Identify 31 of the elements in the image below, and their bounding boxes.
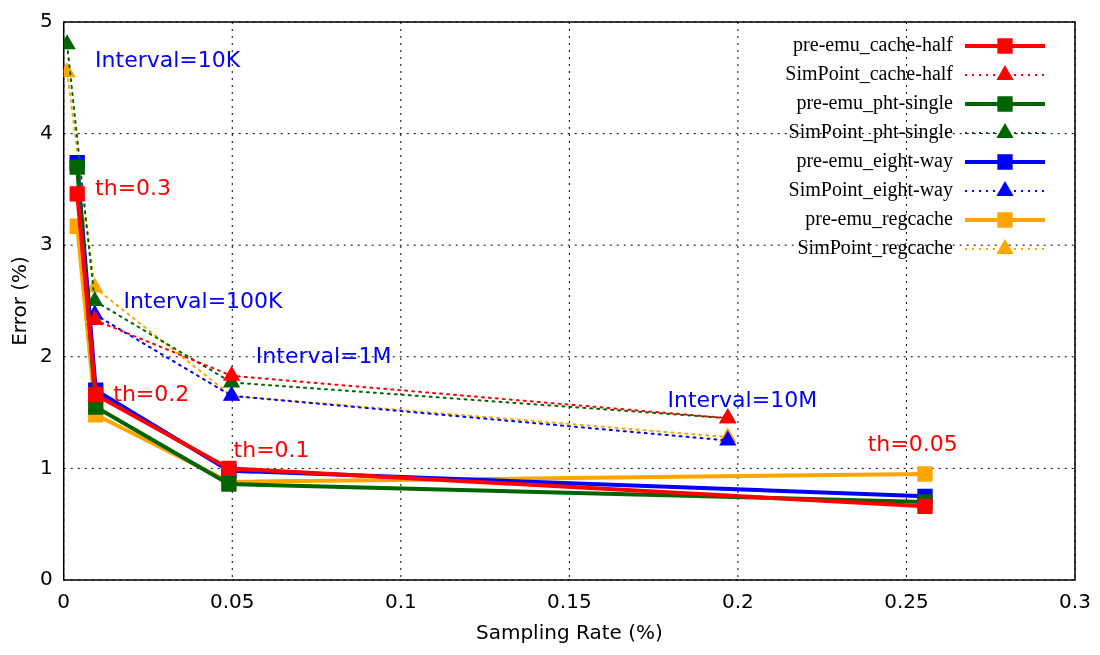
annotation: th=0.2 xyxy=(113,381,190,407)
x-tick-label: 0.05 xyxy=(210,589,255,614)
y-tick-label: 2 xyxy=(39,343,53,367)
legend-label: pre-emu_eight-way xyxy=(796,149,953,173)
annotation: Interval=10M xyxy=(667,387,818,413)
y-tick-label: 3 xyxy=(39,231,53,256)
legend-label: SimPoint_regcache xyxy=(797,236,954,260)
legend-label: SimPoint_pht-single xyxy=(788,120,954,144)
x-tick-label: 0.15 xyxy=(547,589,592,614)
legend-label: SimPoint_cache-half xyxy=(785,62,954,85)
annotation: Interval=100K xyxy=(123,287,284,313)
annotation: th=0.3 xyxy=(95,175,172,201)
x-tick-label: 0.1 xyxy=(384,589,417,614)
y-tick-label: 0 xyxy=(39,566,53,591)
y-axis-title: Error (%) xyxy=(7,256,32,346)
annotation: th=0.1 xyxy=(233,437,310,463)
annotation: th=0.05 xyxy=(867,431,958,457)
x-tick-label: 0.2 xyxy=(722,589,754,614)
annotation: Interval=1M xyxy=(255,343,392,369)
y-tick-label: 1 xyxy=(39,454,53,479)
y-tick-label: 4 xyxy=(39,119,53,144)
annotation: Interval=10K xyxy=(95,46,241,72)
legend-label: pre-emu_cache-half xyxy=(793,33,954,57)
legend-label: pre-emu_pht-single xyxy=(796,91,954,115)
x-tick-label: 0 xyxy=(57,589,71,614)
legend-label: pre-emu_regcache xyxy=(805,207,954,231)
y-tick-label: 5 xyxy=(39,8,53,33)
legend-label: SimPoint_eight-way xyxy=(788,178,953,202)
x-tick-label: 0.25 xyxy=(884,589,929,614)
x-tick-label: 0.3 xyxy=(1059,589,1091,614)
x-axis-title: Sampling Rate (%) xyxy=(475,620,663,645)
